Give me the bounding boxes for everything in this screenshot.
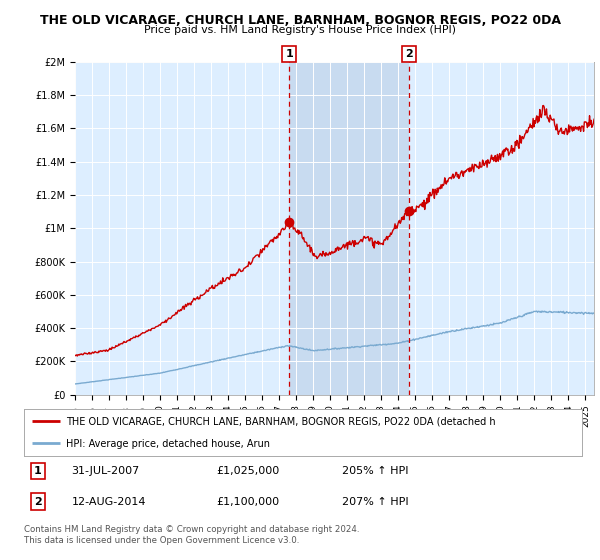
- Text: 1: 1: [34, 466, 42, 476]
- Text: 207% ↑ HPI: 207% ↑ HPI: [342, 497, 409, 507]
- Text: £1,025,000: £1,025,000: [217, 466, 280, 476]
- Text: Contains HM Land Registry data © Crown copyright and database right 2024.
This d: Contains HM Land Registry data © Crown c…: [24, 525, 359, 545]
- Text: HPI: Average price, detached house, Arun: HPI: Average price, detached house, Arun: [66, 439, 270, 449]
- Text: 31-JUL-2007: 31-JUL-2007: [71, 466, 140, 476]
- Text: 1: 1: [285, 49, 293, 59]
- Text: 2: 2: [405, 49, 413, 59]
- Text: £1,100,000: £1,100,000: [217, 497, 280, 507]
- Text: 12-AUG-2014: 12-AUG-2014: [71, 497, 146, 507]
- Text: Price paid vs. HM Land Registry's House Price Index (HPI): Price paid vs. HM Land Registry's House …: [144, 25, 456, 35]
- Bar: [289, 62, 409, 395]
- Text: 205% ↑ HPI: 205% ↑ HPI: [342, 466, 409, 476]
- Text: THE OLD VICARAGE, CHURCH LANE, BARNHAM, BOGNOR REGIS, PO22 0DA (detached h: THE OLD VICARAGE, CHURCH LANE, BARNHAM, …: [66, 417, 496, 427]
- Text: 2: 2: [34, 497, 42, 507]
- Text: THE OLD VICARAGE, CHURCH LANE, BARNHAM, BOGNOR REGIS, PO22 0DA: THE OLD VICARAGE, CHURCH LANE, BARNHAM, …: [40, 14, 560, 27]
